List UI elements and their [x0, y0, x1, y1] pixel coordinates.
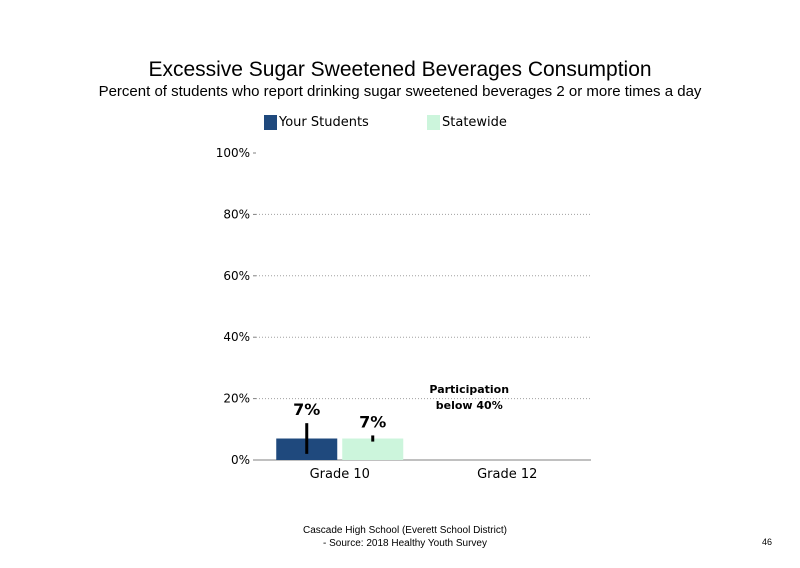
- page-number: 46: [761, 537, 772, 547]
- annotation-text: below 40%: [436, 399, 503, 412]
- legend-label-your-students: Your Students: [279, 115, 369, 130]
- chart-title: Excessive Sugar Sweetened Beverages Cons…: [148, 58, 652, 81]
- chart-subtitle: Percent of students who report drinking …: [98, 83, 702, 100]
- annotation-text: Participation: [429, 383, 509, 396]
- data-label: 7%: [359, 412, 386, 431]
- footer: Cascade High School (Everett School Dist…: [250, 524, 560, 550]
- y-tick-label: 0%: [231, 453, 250, 467]
- y-tick-label: 40%: [223, 330, 250, 344]
- footer-school: Cascade High School (Everett School Dist…: [303, 525, 507, 536]
- data-label: 7%: [293, 400, 320, 419]
- legend-swatch-your-students: [264, 115, 277, 130]
- legend-label-statewide: Statewide: [442, 115, 507, 130]
- x-tick-label: Grade 10: [310, 467, 370, 482]
- y-tick-label: 100%: [216, 146, 250, 160]
- x-tick-label: Grade 12: [477, 467, 537, 482]
- bar: [342, 438, 404, 460]
- footer-source: - Source: 2018 Healthy Youth Survey: [323, 538, 487, 549]
- y-tick-label: 60%: [223, 269, 250, 283]
- y-tick-label: 80%: [223, 207, 250, 221]
- legend-item-your-students: Your Students: [264, 115, 369, 130]
- legend-item-statewide: Statewide: [427, 115, 507, 130]
- legend-swatch-statewide: [427, 115, 440, 130]
- y-tick-label: 20%: [223, 392, 250, 406]
